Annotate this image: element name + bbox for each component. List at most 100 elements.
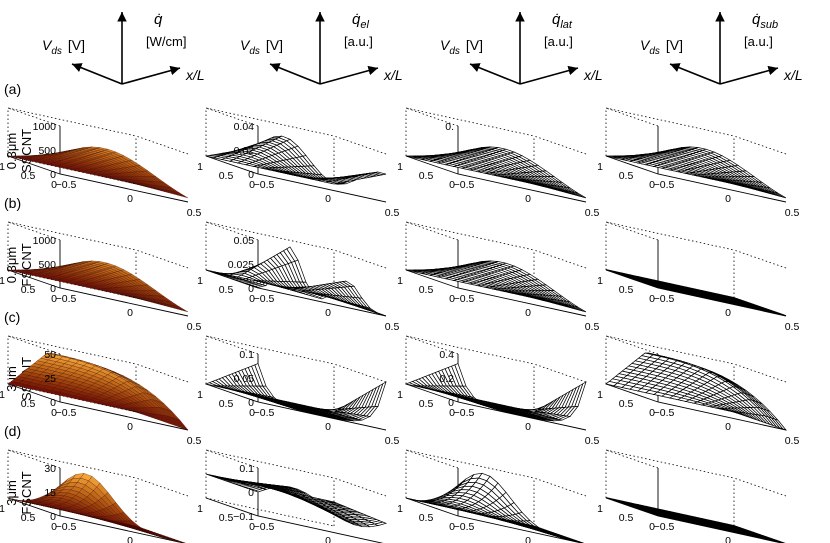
vds-tick-label: 0.5 <box>619 170 634 182</box>
z-tick-label: 0.1 <box>239 349 254 361</box>
x-tick-label: −0.5 <box>454 179 475 191</box>
surface-panels: 1000500010.50−0.500.50.040.02010.50−0.50… <box>0 107 800 543</box>
surface-mesh <box>605 497 786 543</box>
panel-r3-c1: 0.10−0.110.50−0.500.5 <box>197 449 388 543</box>
x-axis-arrow <box>719 65 779 85</box>
vds-label: Vds [V] <box>240 37 283 57</box>
vds-unit: [V] <box>68 37 85 53</box>
x-tick-label: −0.5 <box>654 179 675 191</box>
vds-tick-label: 0 <box>449 521 455 533</box>
surface-cell <box>725 523 738 527</box>
axis-box-dotted <box>205 335 387 413</box>
z-tick-label: 15 <box>44 487 56 499</box>
vds-tick-label: 0 <box>649 179 655 191</box>
x-axis-arrow <box>319 65 379 85</box>
column-header-sub: q̇sub[a.u.]Vds [V]x/L <box>640 11 803 85</box>
vds-tick-label: 1 <box>397 161 403 173</box>
surface-mesh <box>205 473 388 528</box>
z-tick-label: 1000 <box>33 121 57 133</box>
surface-mesh <box>405 260 587 313</box>
z-tick-label: 25 <box>44 373 56 385</box>
z-tick-label: 0. <box>445 121 454 133</box>
vds-unit: [V] <box>266 37 283 53</box>
x-tick-label: 0 <box>525 193 531 205</box>
z-tick-label: 0 <box>248 283 254 295</box>
x-tick-label: −0.5 <box>454 407 475 419</box>
x-tick-label: 0 <box>525 307 531 319</box>
vds-subscript: ds <box>449 46 460 57</box>
row-label-size: 0.3μm <box>4 247 19 283</box>
surface-cell <box>325 499 338 504</box>
axis-box-dotted <box>205 107 387 185</box>
surface-cell <box>127 296 140 300</box>
vds-tick-label: 0.5 <box>419 512 434 524</box>
vds-tick-label: 0 <box>449 293 455 305</box>
surface-mesh <box>7 473 186 543</box>
x-tick-label: 0.5 <box>585 321 600 333</box>
row-label-0: (a) 0.3μm SSCNT <box>4 81 34 173</box>
surface-cell <box>725 409 738 414</box>
axis-box-dotted <box>605 449 787 527</box>
x-tick-label: −0.5 <box>254 521 275 533</box>
surface-cell <box>127 182 140 186</box>
x-tick-label: −0.5 <box>254 407 275 419</box>
z-tick-label: 50 <box>44 349 56 361</box>
vds-axis-arrow <box>269 63 321 85</box>
vds-label: Vds [V] <box>42 37 85 57</box>
row-letter: (a) <box>4 81 21 97</box>
qdot-label: q̇ <box>154 11 163 28</box>
axis-box-dotted <box>7 221 189 299</box>
vds-tick-label: 0.5 <box>219 284 234 296</box>
z-tick-label: 0.1 <box>239 463 254 475</box>
row-label-type: FSCNT <box>19 471 34 514</box>
z-tick-label: 1000 <box>33 235 57 247</box>
vds-tick-label: 0 <box>649 293 655 305</box>
vds-axis-arrow <box>669 63 721 85</box>
x-tick-label: −0.5 <box>454 521 475 533</box>
vds-unit: [V] <box>466 37 483 53</box>
vds-subscript: ds <box>51 46 62 57</box>
axis-box-dotted <box>205 221 387 299</box>
vds-tick-label: 0 <box>249 293 255 305</box>
z-tick-label: 0.02 <box>234 145 255 157</box>
z-tick-label: 0.04 <box>234 121 255 133</box>
vds-tick-label: 0.5 <box>619 284 634 296</box>
vds-tick-label: 0.5 <box>21 512 36 524</box>
vds-tick-label: 0 <box>51 293 57 305</box>
row-letter: (d) <box>4 423 21 439</box>
surface-mesh <box>404 363 587 422</box>
z-tick-label: 0 <box>248 397 254 409</box>
x-tick-label: 0 <box>127 307 133 319</box>
qdot-label: q̇lat <box>552 11 573 31</box>
x-tick-label: 0 <box>525 421 531 433</box>
panel-r0-c2: 0.10.50−0.500.5 <box>397 107 599 219</box>
surface-mesh <box>405 472 585 543</box>
x-tick-label: 0 <box>325 535 331 543</box>
vds-tick-label: 1 <box>0 503 5 515</box>
x-tick-label: 0.5 <box>785 435 800 447</box>
xl-label: x/L <box>783 67 803 83</box>
vds-tick-label: 0 <box>449 407 455 419</box>
surface-cell <box>525 409 539 413</box>
unit-label: [a.u.] <box>744 34 773 49</box>
x-tick-label: 0 <box>725 535 731 543</box>
axis-box-dotted <box>405 449 587 527</box>
qdot-subscript: sub <box>760 19 778 31</box>
surface-mesh <box>605 352 788 431</box>
z-tick-label: 0 <box>248 487 254 499</box>
z-tick-label: 0.05 <box>234 373 255 385</box>
axis-box-dotted <box>605 221 787 299</box>
axis-box-dotted <box>405 221 587 299</box>
x-tick-label: 0 <box>725 193 731 205</box>
x-tick-label: 0.5 <box>585 435 600 447</box>
x-tick-label: 0 <box>127 193 133 205</box>
x-tick-label: −0.5 <box>654 293 675 305</box>
unit-label: [a.u.] <box>344 34 373 49</box>
x-tick-label: 0.5 <box>187 435 202 447</box>
surface-mesh <box>605 269 787 316</box>
x-tick-label: 0.5 <box>385 435 400 447</box>
